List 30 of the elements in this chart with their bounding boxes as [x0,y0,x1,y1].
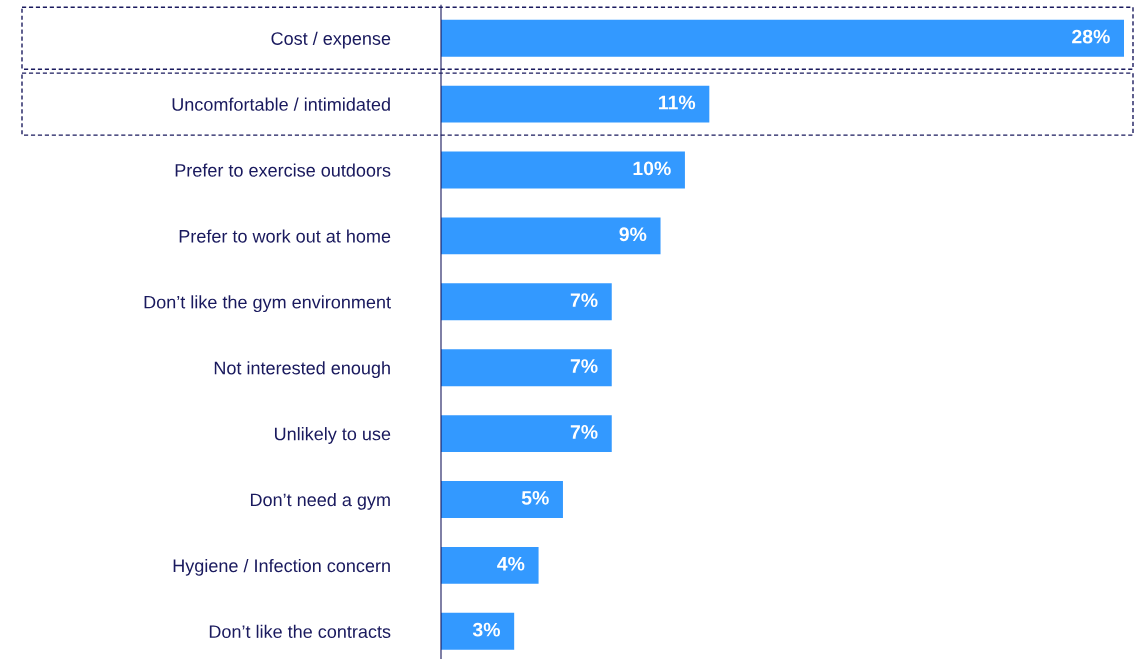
data-label: 3% [472,622,501,637]
data-label: 11% [659,95,696,110]
data-label: 4% [497,556,525,571]
bar [441,19,1124,57]
bar [441,612,515,650]
y-tick-label: Not interested enough [214,361,390,379]
bar [441,283,612,321]
bar [441,217,661,255]
data-label: 9% [619,227,647,242]
y-tick-label: Don’t like the contracts [209,624,391,639]
data-label: 7% [570,359,598,373]
bar [441,546,539,584]
bar [441,85,710,123]
y-tick-label: Don’t need a gym [250,492,390,510]
bar [441,151,685,189]
y-tick-label: Don’t like the gym environment [144,295,391,313]
y-tick-label: Cost / expense [271,31,391,49]
data-label: 5% [521,491,549,505]
data-label: 7% [570,293,598,307]
bar [441,415,612,453]
data-label: 10% [633,161,671,176]
y-tick-label: Prefer to work out at home [179,229,391,243]
y-tick-label: Prefer to exercise outdoors [175,163,391,177]
y-tick-label: Hygiene / Infection concern [173,558,390,576]
bar [441,349,612,387]
data-label: 28% [1072,29,1110,44]
y-tick-label: Unlikely to use [274,427,391,444]
bar [441,481,563,518]
data-label: 7% [570,425,598,439]
y-tick-label: Uncomfortable / intimidated [172,97,390,111]
